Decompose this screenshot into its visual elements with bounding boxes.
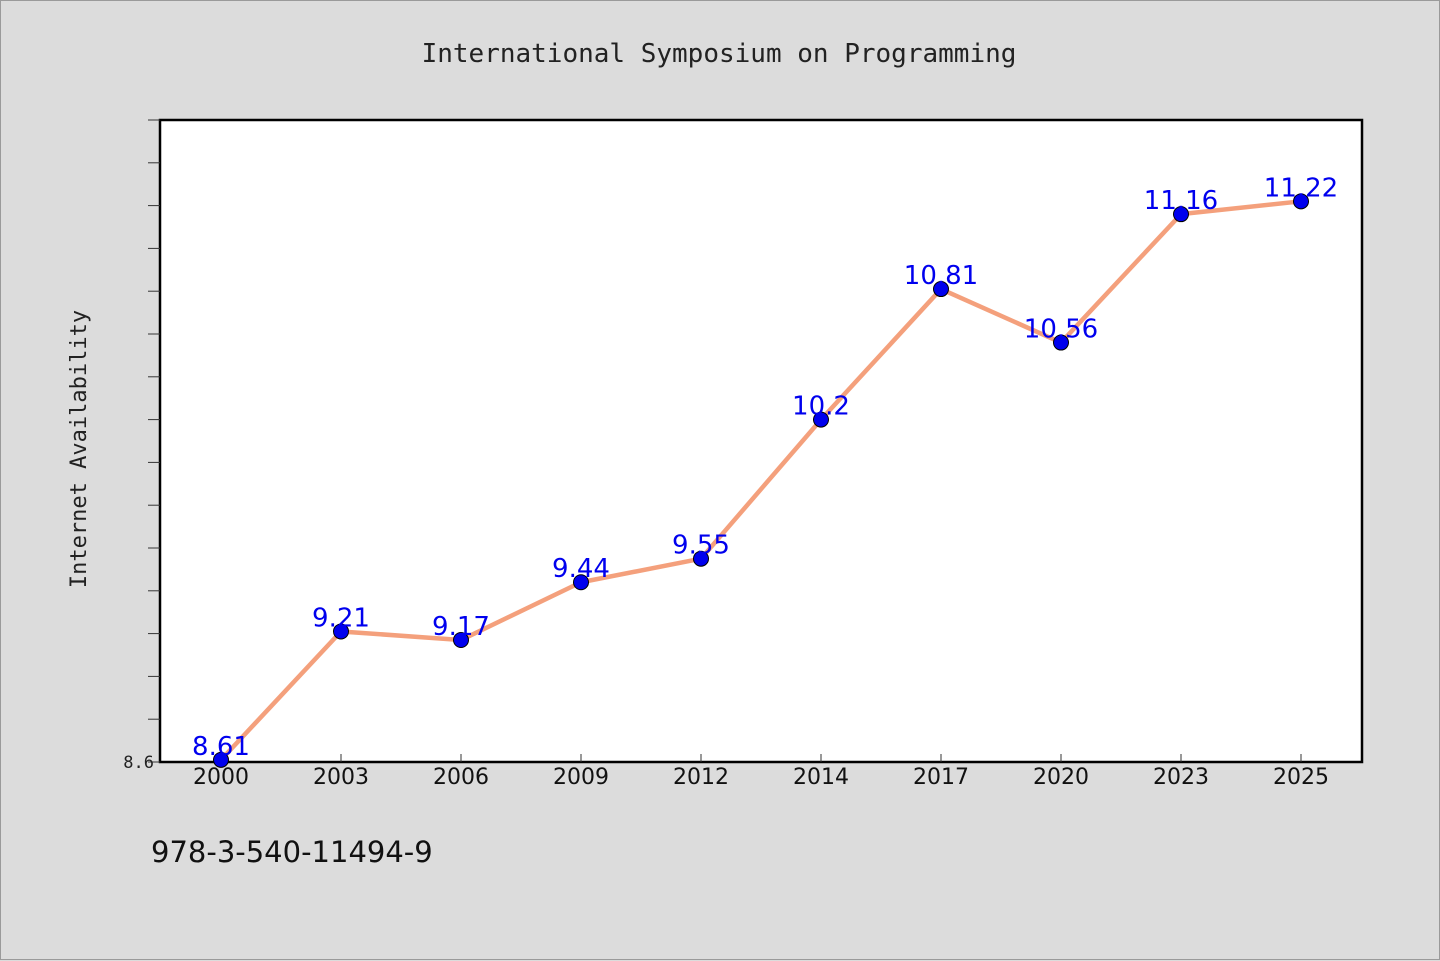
data-label: 8.61 — [192, 732, 250, 762]
data-label: 9.44 — [552, 554, 610, 584]
plot-area — [158, 118, 1364, 764]
data-label: 11.22 — [1264, 173, 1338, 203]
data-label: 10.56 — [1024, 315, 1098, 345]
data-label: 9.55 — [672, 531, 730, 561]
y-axis-ticks: 8.6 — [123, 119, 160, 773]
x-tick-label: 2023 — [1153, 765, 1209, 790]
data-label: 9.21 — [312, 603, 370, 633]
data-point — [333, 623, 349, 640]
series-line — [218, 199, 1304, 763]
x-tick-label: 2006 — [433, 765, 489, 790]
data-point — [693, 550, 709, 567]
chart-title: International Symposium on Programming — [422, 39, 1017, 69]
data-label: 10.2 — [792, 392, 850, 422]
y-tick-label: 8.6 — [123, 753, 154, 773]
data-point — [813, 411, 829, 428]
data-label: 9.17 — [432, 612, 490, 642]
data-label-layer: 8.61 9.21 9.17 9.44 9.55 10.2 10.81 10.56 11.16 1… — [192, 173, 1338, 762]
data-point — [213, 751, 229, 768]
data-point — [1293, 193, 1309, 210]
data-label: 11.16 — [1144, 186, 1218, 216]
isbn-text: 978-3-540-11494-9 — [151, 835, 433, 869]
data-point — [1053, 334, 1069, 351]
x-tick-label: 2003 — [313, 765, 369, 790]
data-point — [1173, 206, 1189, 223]
x-tick-label: 2009 — [553, 765, 609, 790]
series-layer — [213, 193, 1309, 768]
x-tick-label: 2000 — [193, 765, 249, 790]
data-point — [933, 281, 949, 298]
data-point — [453, 632, 469, 649]
y-axis-label: Internet Availability — [67, 310, 92, 588]
x-tick-label: 2025 — [1273, 765, 1329, 790]
x-tick-label: 2012 — [673, 765, 729, 790]
x-tick-label: 2020 — [1033, 765, 1089, 790]
data-label: 10.81 — [904, 261, 978, 291]
x-tick-label: 2014 — [793, 765, 849, 790]
x-axis-ticks: 2000 2003 2006 2009 2012 2014 2017 2020 2023 2025 — [193, 754, 1329, 790]
x-tick-label: 2017 — [913, 765, 969, 790]
data-point — [573, 574, 589, 591]
